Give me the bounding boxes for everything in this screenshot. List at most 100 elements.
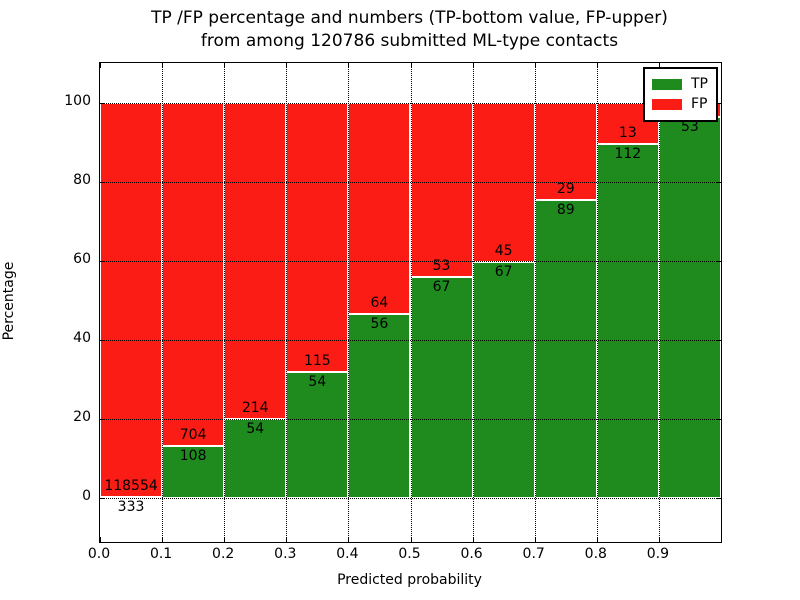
x-tick-label: 0.7	[522, 546, 545, 562]
legend: TP FP	[643, 67, 718, 122]
x-tick-mark	[224, 537, 226, 542]
chart-title-line-1: TP /FP percentage and numbers (TP-bottom…	[151, 8, 668, 28]
bar-label-tp: 108	[179, 447, 207, 464]
bar-label-fp: 704	[179, 426, 207, 443]
x-tick-label: 0.5	[398, 546, 421, 562]
legend-label-fp: FP	[691, 96, 708, 112]
bar-label-tp: 54	[308, 373, 327, 390]
y-tick-mark	[716, 419, 721, 421]
bar-label-tp: 53	[681, 118, 699, 135]
gridline-vertical	[348, 63, 350, 542]
x-tick-mark	[534, 63, 536, 68]
x-tick-label: 0.2	[212, 546, 235, 562]
x-tick-label: 0.6	[460, 546, 483, 562]
gridline-vertical	[534, 63, 536, 542]
x-tick-label: 0.3	[274, 546, 297, 562]
x-tick-mark	[472, 537, 474, 542]
bar-segment-tp	[472, 261, 535, 499]
bar-label-tp: 89	[556, 201, 575, 218]
legend-entry-tp: TP	[652, 76, 708, 93]
x-tick-mark	[100, 63, 101, 68]
y-tick-label: 80	[73, 171, 91, 188]
bar-segment-tp	[410, 277, 473, 499]
y-tick-label: 0	[82, 488, 91, 505]
bar-segment-tp	[348, 313, 411, 499]
y-tick-label: 100	[64, 92, 91, 109]
gridline-vertical	[224, 63, 226, 542]
legend-entry-fp: FP	[652, 96, 708, 113]
legend-swatch-tp-icon	[652, 79, 682, 90]
y-tick-mark	[100, 260, 105, 262]
x-tick-mark	[286, 63, 288, 68]
x-tick-mark	[162, 63, 164, 68]
bar-label-fp: 214	[241, 399, 269, 416]
bar-segment-tp	[596, 143, 659, 499]
legend-swatch-fp-icon	[652, 99, 682, 110]
bar-segment-fp	[162, 102, 225, 446]
bar-segment-fp	[534, 102, 597, 200]
y-tick-label: 20	[73, 409, 91, 426]
y-tick-mark	[716, 498, 721, 500]
bar-label-fp: 45	[494, 242, 513, 259]
bar-label-tp: 56	[370, 315, 389, 332]
bar-label-fp: 64	[370, 294, 389, 311]
bar-label-tp: 333	[117, 499, 145, 516]
x-tick-mark	[162, 537, 164, 542]
bar-label-fp: 29	[556, 180, 575, 197]
bar-segment-tp	[658, 116, 721, 499]
x-tick-mark	[658, 63, 660, 68]
gridline-vertical	[162, 63, 164, 542]
x-tick-mark	[348, 537, 350, 542]
y-tick-label: 60	[73, 250, 91, 267]
bar-segment-tp	[162, 445, 225, 499]
x-tick-label: 0.9	[646, 546, 670, 562]
x-tick-label: 0.1	[149, 546, 173, 562]
x-tick-mark	[224, 63, 226, 68]
bar-label-tp: 67	[494, 263, 513, 280]
y-tick-mark	[100, 340, 105, 342]
gridline-vertical	[596, 63, 598, 542]
x-tick-mark	[472, 63, 474, 68]
bar-segment-tp	[224, 418, 287, 499]
bar-label-fp: 53	[432, 258, 451, 275]
x-tick-mark	[100, 537, 101, 542]
x-tick-mark	[410, 537, 412, 542]
x-tick-mark	[534, 537, 536, 542]
x-tick-mark	[348, 63, 350, 68]
bar-label-tp: 67	[432, 279, 451, 296]
bar-segment-tp	[534, 199, 597, 499]
gridline-vertical	[286, 63, 288, 542]
y-tick-mark	[100, 181, 105, 183]
bar-label-tp: 54	[246, 420, 265, 437]
x-tick-mark	[658, 537, 660, 542]
gridline-vertical	[658, 63, 660, 542]
gridline-vertical	[472, 63, 474, 542]
bar-label-fp: 13	[618, 124, 637, 141]
x-tick-mark	[596, 63, 598, 68]
y-tick-mark	[716, 181, 721, 183]
y-tick-mark	[100, 102, 105, 104]
x-tick-label: 0.8	[584, 546, 607, 562]
x-tick-label: 0.0	[87, 546, 111, 562]
y-tick-mark	[100, 498, 105, 500]
bar-label-fp: 118554	[104, 478, 158, 495]
bar-segment-fp	[410, 102, 473, 278]
x-tick-mark	[596, 537, 598, 542]
legend-label-tp: TP	[691, 76, 708, 92]
bar-segment-fp	[100, 102, 163, 498]
y-tick-mark	[716, 260, 721, 262]
bar-segment-tp	[286, 371, 349, 499]
chart-title-line-2: from among 120786 submitted ML-type cont…	[200, 31, 619, 51]
bar-label-fp: 115	[303, 352, 331, 369]
x-tick-mark	[286, 537, 288, 542]
y-tick-mark	[716, 340, 721, 342]
gridline-vertical	[410, 63, 412, 542]
bar-segment-fp	[348, 102, 411, 314]
y-tick-mark	[716, 102, 721, 104]
plot-area: TP FP 118554 333 704 108 214 54 115 54 64 56 53 67 4…	[99, 62, 722, 543]
y-tick-mark	[100, 419, 105, 421]
bar-segment-fp	[286, 102, 349, 372]
bar-label-tp: 112	[614, 145, 642, 162]
x-tick-label: 0.4	[336, 546, 359, 562]
